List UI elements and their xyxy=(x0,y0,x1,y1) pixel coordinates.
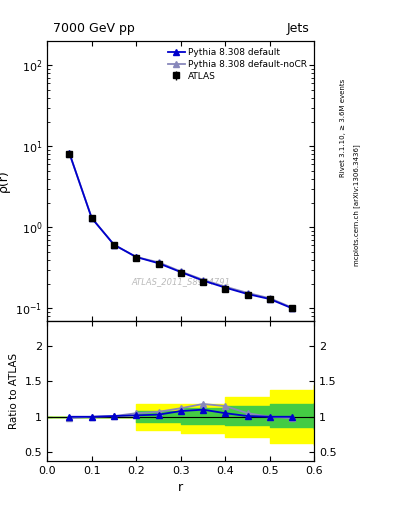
X-axis label: r: r xyxy=(178,481,184,494)
Pythia 8.308 default xyxy=(112,242,116,248)
Pythia 8.308 default-noCR xyxy=(178,268,183,274)
Pythia 8.308 default xyxy=(268,296,272,302)
Pythia 8.308 default-noCR xyxy=(112,242,116,248)
Pythia 8.308 default xyxy=(134,254,139,260)
Pythia 8.308 default xyxy=(290,305,294,311)
Pythia 8.308 default-noCR xyxy=(223,284,228,290)
Pythia 8.308 default-noCR xyxy=(156,259,161,265)
Pythia 8.308 default xyxy=(201,278,206,284)
Pythia 8.308 default-noCR xyxy=(134,254,139,260)
Pythia 8.308 default-noCR xyxy=(245,290,250,296)
Pythia 8.308 default-noCR xyxy=(268,295,272,302)
Pythia 8.308 default xyxy=(156,260,161,266)
Y-axis label: ρ(r): ρ(r) xyxy=(0,169,10,193)
Pythia 8.308 default-noCR xyxy=(67,151,72,157)
Line: Pythia 8.308 default: Pythia 8.308 default xyxy=(66,150,295,311)
Text: 7000 GeV pp: 7000 GeV pp xyxy=(53,23,134,35)
Pythia 8.308 default xyxy=(245,291,250,297)
Y-axis label: Ratio to ATLAS: Ratio to ATLAS xyxy=(9,353,19,429)
Pythia 8.308 default xyxy=(223,285,228,291)
Text: Jets: Jets xyxy=(286,23,309,35)
Pythia 8.308 default-noCR xyxy=(290,305,294,311)
Pythia 8.308 default-noCR xyxy=(89,215,94,221)
Text: mcplots.cern.ch [arXiv:1306.3436]: mcplots.cern.ch [arXiv:1306.3436] xyxy=(354,144,360,266)
Pythia 8.308 default xyxy=(89,215,94,221)
Pythia 8.308 default xyxy=(178,269,183,275)
Legend: Pythia 8.308 default, Pythia 8.308 default-noCR, ATLAS: Pythia 8.308 default, Pythia 8.308 defau… xyxy=(165,46,310,83)
Pythia 8.308 default xyxy=(67,150,72,156)
Pythia 8.308 default-noCR xyxy=(201,276,206,283)
Text: Rivet 3.1.10, ≥ 3.6M events: Rivet 3.1.10, ≥ 3.6M events xyxy=(340,79,346,177)
Line: Pythia 8.308 default-noCR: Pythia 8.308 default-noCR xyxy=(66,151,295,311)
Text: ATLAS_2011_S8924791: ATLAS_2011_S8924791 xyxy=(131,277,230,286)
